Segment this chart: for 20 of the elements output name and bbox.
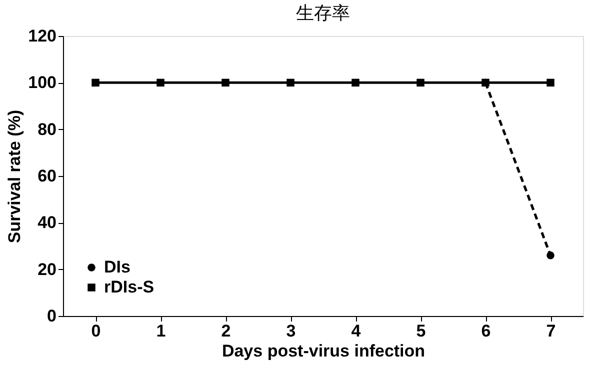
x-tick-label: 7 bbox=[546, 322, 556, 340]
chart-title: 生存率 bbox=[296, 3, 350, 24]
x-tick-label: 2 bbox=[221, 322, 231, 340]
y-tick-label: 120 bbox=[28, 26, 56, 46]
legend-label: rDIs-S bbox=[104, 278, 154, 296]
x-tick-label: 6 bbox=[481, 322, 491, 340]
x-axis-title: Days post-virus infection bbox=[222, 342, 426, 360]
y-tick-label: 60 bbox=[38, 166, 56, 186]
y-tick-label: 0 bbox=[47, 306, 56, 326]
y-tick-label: 40 bbox=[38, 213, 56, 232]
y-tick-label: 100 bbox=[28, 73, 56, 92]
y-axis-title: Survival rate (%) bbox=[5, 110, 24, 244]
legend-label: DIs bbox=[104, 258, 130, 276]
y-tick-label: 80 bbox=[38, 120, 56, 139]
y-tick-label: 20 bbox=[38, 260, 56, 279]
x-tick-label: 0 bbox=[91, 322, 101, 340]
x-tick-label: 5 bbox=[416, 322, 426, 340]
x-tick-label: 4 bbox=[351, 322, 362, 340]
x-tick-label: 3 bbox=[286, 322, 296, 340]
x-tick-label: 1 bbox=[156, 322, 166, 340]
